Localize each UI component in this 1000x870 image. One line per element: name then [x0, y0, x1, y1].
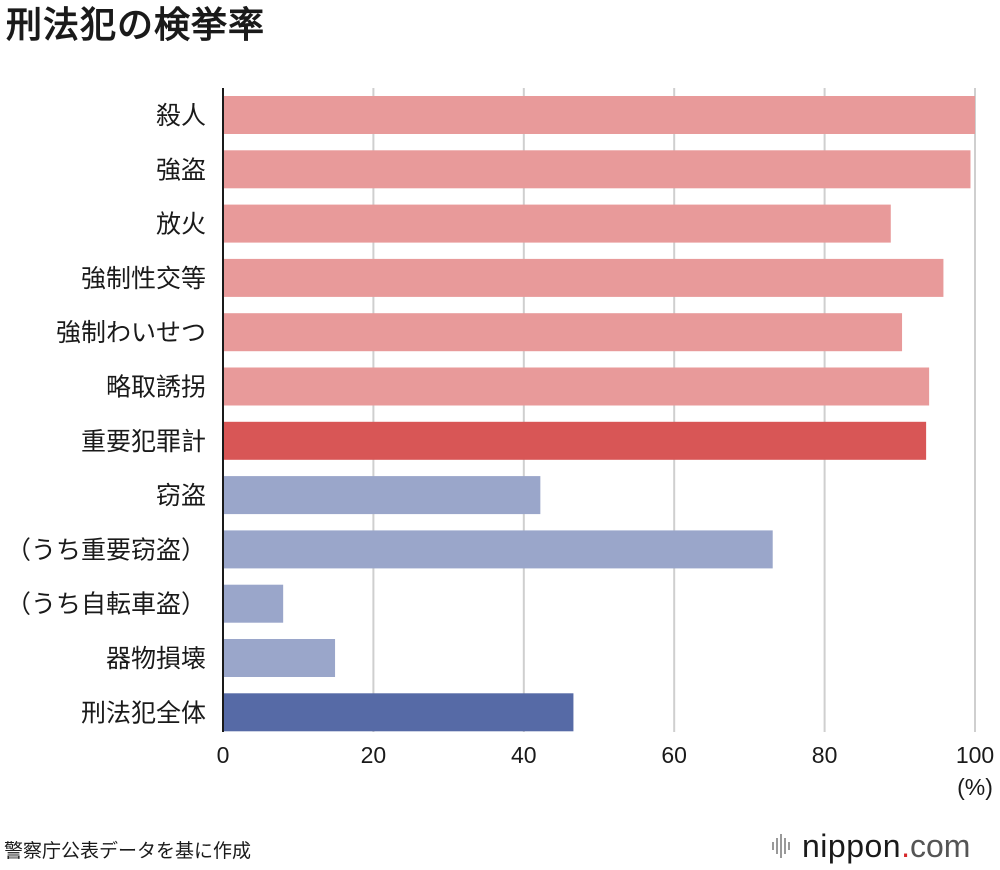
- x-tick-label: 40: [511, 742, 537, 768]
- category-label: 放火: [156, 210, 206, 239]
- bar: [223, 639, 336, 677]
- bar: [223, 258, 944, 297]
- source-note: 警察庁公表データを基に作成: [4, 840, 252, 862]
- gridlines: [372, 88, 976, 732]
- x-tick-labels: 0 20 40 60 80 100: [217, 742, 995, 768]
- x-tick-label: 80: [812, 742, 838, 768]
- category-label: 刑法犯全体: [81, 698, 206, 727]
- x-tick-label: 60: [661, 742, 687, 768]
- category-label: 窃盗: [156, 481, 206, 510]
- category-label: 強制性交等: [81, 264, 206, 293]
- sound-wave-icon: [772, 834, 790, 858]
- category-label: 重要犯罪計: [81, 427, 206, 456]
- category-label: 殺人: [156, 101, 206, 130]
- x-axis-unit: (%): [957, 774, 993, 800]
- chart-title: 刑法犯の検挙率: [6, 5, 266, 46]
- bar: [223, 693, 574, 732]
- category-label: 強制わいせつ: [56, 318, 206, 347]
- x-tick-label: 100: [956, 742, 994, 768]
- category-label: 器物損壊: [106, 644, 206, 673]
- bar: [223, 367, 930, 406]
- bar: [223, 313, 903, 352]
- category-label: （うち自転車盗）: [6, 590, 206, 619]
- bar: [223, 150, 971, 189]
- bar: [223, 584, 284, 623]
- x-tick-label: 0: [217, 742, 230, 768]
- logo-dot: .: [901, 827, 910, 864]
- x-tick-label: 20: [361, 742, 387, 768]
- bar: [223, 476, 541, 515]
- bar: [223, 96, 975, 134]
- category-label: 強盗: [156, 155, 206, 184]
- logo-name: nippon: [802, 827, 902, 864]
- nippon-logo: nippon. com: [772, 826, 970, 866]
- category-label: （うち重要窃盗）: [6, 535, 206, 564]
- bar: [223, 421, 927, 460]
- bar: [223, 204, 891, 243]
- logo-suffix: com: [909, 827, 971, 864]
- bars: [223, 96, 975, 732]
- category-label: 略取誘拐: [106, 373, 206, 402]
- bar: [223, 530, 773, 569]
